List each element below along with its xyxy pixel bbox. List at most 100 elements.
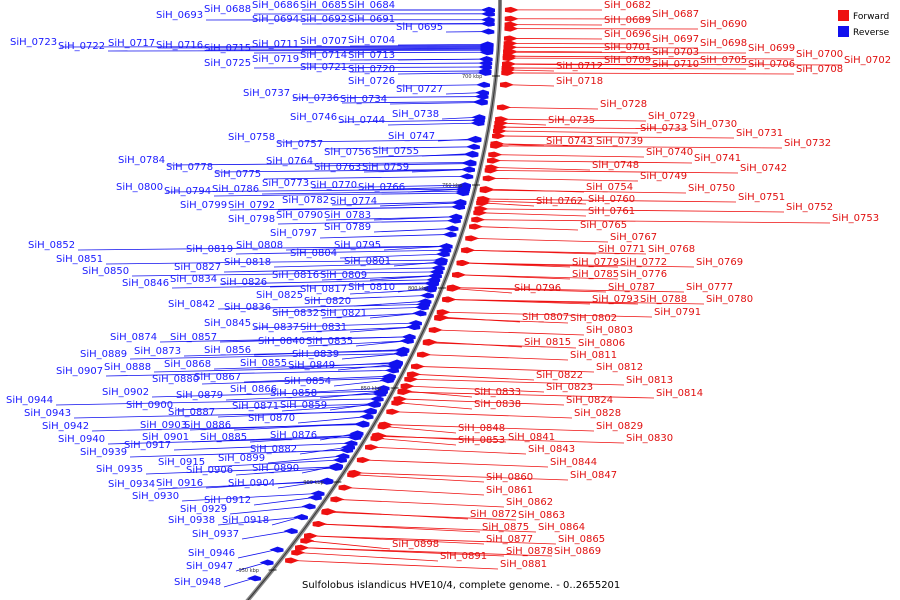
reverse-feature-glyph [452, 199, 467, 206]
reverse-feature-glyph [375, 385, 390, 392]
reverse-feature-glyph [419, 292, 434, 299]
forward-gene-label: SiH_0761 [588, 206, 635, 217]
reverse-feature-glyph [480, 20, 495, 27]
reverse-gene-label: SiH_0849 [288, 360, 335, 371]
reverse-link-line [145, 466, 336, 475]
legend-forward-label: Forward [853, 12, 889, 22]
reverse-feature-glyph [307, 494, 322, 501]
forward-gene-label: SiH_0728 [600, 99, 647, 110]
reverse-gene-label: SiH_0810 [348, 282, 395, 293]
forward-feature-glyph [502, 55, 517, 62]
forward-feature-glyph [493, 124, 508, 131]
reverse-link-line [207, 459, 340, 468]
forward-link-line [491, 170, 739, 174]
reverse-gene-label: SiH_0947 [186, 561, 233, 572]
forward-gene-label: SiH_0767 [610, 232, 657, 243]
reverse-link-line [261, 190, 463, 195]
reverse-gene-label: SiH_0723 [10, 37, 57, 48]
reverse-feature-glyph [259, 559, 274, 566]
forward-link-line [443, 311, 653, 318]
reverse-link-line [205, 48, 487, 51]
forward-link-line [499, 130, 639, 134]
reverse-feature-glyph [432, 259, 447, 266]
forward-gene-label: SiH_0777 [686, 282, 733, 293]
forward-gene-label: SiH_0881 [500, 559, 547, 570]
forward-link-line [292, 560, 499, 570]
reverse-link-line [105, 259, 441, 265]
reverse-gene-label: SiH_0714 [300, 50, 347, 61]
reverse-gene-label: SiH_0809 [320, 270, 367, 281]
forward-gene-label: SiH_0696 [604, 29, 651, 40]
reverse-feature-glyph [401, 333, 416, 340]
forward-link-line [385, 424, 595, 432]
forward-link-line [379, 435, 507, 443]
reverse-link-line [77, 245, 446, 251]
reverse-gene-label: SiH_0836 [224, 302, 271, 313]
reverse-gene-label: SiH_0758 [228, 132, 275, 143]
forward-gene-label: SiH_0743 [546, 136, 593, 147]
forward-feature-glyph [488, 151, 503, 158]
reverse-gene-label: SiH_0935 [96, 464, 143, 475]
forward-gene-label: SiH_0741 [694, 153, 741, 164]
reverse-link-line [397, 72, 485, 75]
forward-link-line [509, 63, 699, 66]
reverse-feature-glyph [442, 231, 457, 238]
forward-gene-label: SiH_0740 [646, 147, 693, 158]
forward-gene-label: SiH_0872 [470, 509, 517, 520]
reverse-gene-label: SiH_0819 [186, 244, 233, 255]
legend-forward-swatch [838, 10, 849, 21]
reverse-gene-label: SiH_0766 [358, 182, 405, 193]
reverse-gene-label: SiH_0850 [82, 266, 129, 277]
forward-gene-label: SiH_0791 [654, 307, 701, 318]
reverse-feature-glyph [478, 56, 493, 63]
forward-gene-label: SiH_0806 [578, 338, 625, 349]
axis-tick-label: 700 kbp [462, 74, 482, 80]
reverse-feature-glyph [451, 203, 466, 210]
reverse-gene-label: SiH_0685 [300, 0, 347, 11]
reverse-link-line [315, 163, 470, 167]
forward-gene-label: SiH_0847 [570, 470, 617, 481]
reverse-link-line [307, 340, 407, 347]
forward-link-line [495, 154, 645, 158]
reverse-gene-label: SiH_0867 [194, 372, 241, 383]
reverse-gene-label: SiH_0782 [282, 195, 329, 206]
reverse-gene-label: SiH_0929 [180, 504, 227, 515]
reverse-gene-label: SiH_0871 [232, 401, 279, 412]
forward-gene-label: SiH_0841 [508, 432, 555, 443]
forward-feature-glyph [422, 339, 437, 346]
forward-gene-label: SiH_0710 [652, 59, 699, 70]
reverse-feature-glyph [459, 173, 474, 180]
reverse-link-line [181, 493, 318, 502]
reverse-feature-glyph [343, 440, 358, 447]
forward-link-line [435, 329, 585, 336]
reverse-link-line [333, 379, 387, 387]
reverse-gene-label: SiH_0717 [108, 38, 155, 49]
reverse-gene-label: SiH_0744 [338, 115, 385, 126]
reverse-gene-label: SiH_0794 [164, 186, 211, 197]
forward-feature-glyph [504, 15, 519, 22]
forward-link-line [484, 198, 737, 203]
reverse-gene-label: SiH_0906 [186, 465, 233, 476]
reverse-feature-glyph [310, 490, 325, 497]
reverse-feature-glyph [430, 264, 445, 271]
reverse-gene-label: SiH_0918 [222, 515, 269, 526]
reverse-gene-label: SiH_0859 [280, 400, 327, 411]
reverse-gene-label: SiH_0800 [116, 182, 163, 193]
reverse-feature-glyph [406, 324, 421, 331]
reverse-link-line [235, 562, 267, 572]
forward-link-line [509, 57, 795, 60]
forward-link-line [510, 38, 603, 40]
forward-link-line [478, 219, 831, 224]
forward-gene-label: SiH_0828 [574, 408, 621, 419]
reverse-gene-label: SiH_0770 [310, 180, 357, 191]
forward-gene-label: SiH_0843 [528, 444, 575, 455]
reverse-feature-glyph [335, 453, 350, 460]
forward-gene-label: SiH_0788 [640, 294, 687, 305]
forward-feature-glyph [411, 363, 426, 370]
reverse-link-line [217, 410, 370, 418]
reverse-link-line [397, 43, 487, 46]
forward-gene-label: SiH_0689 [604, 15, 651, 26]
forward-gene-label: SiH_0824 [566, 395, 613, 406]
reverse-gene-label: SiH_0842 [168, 299, 215, 310]
